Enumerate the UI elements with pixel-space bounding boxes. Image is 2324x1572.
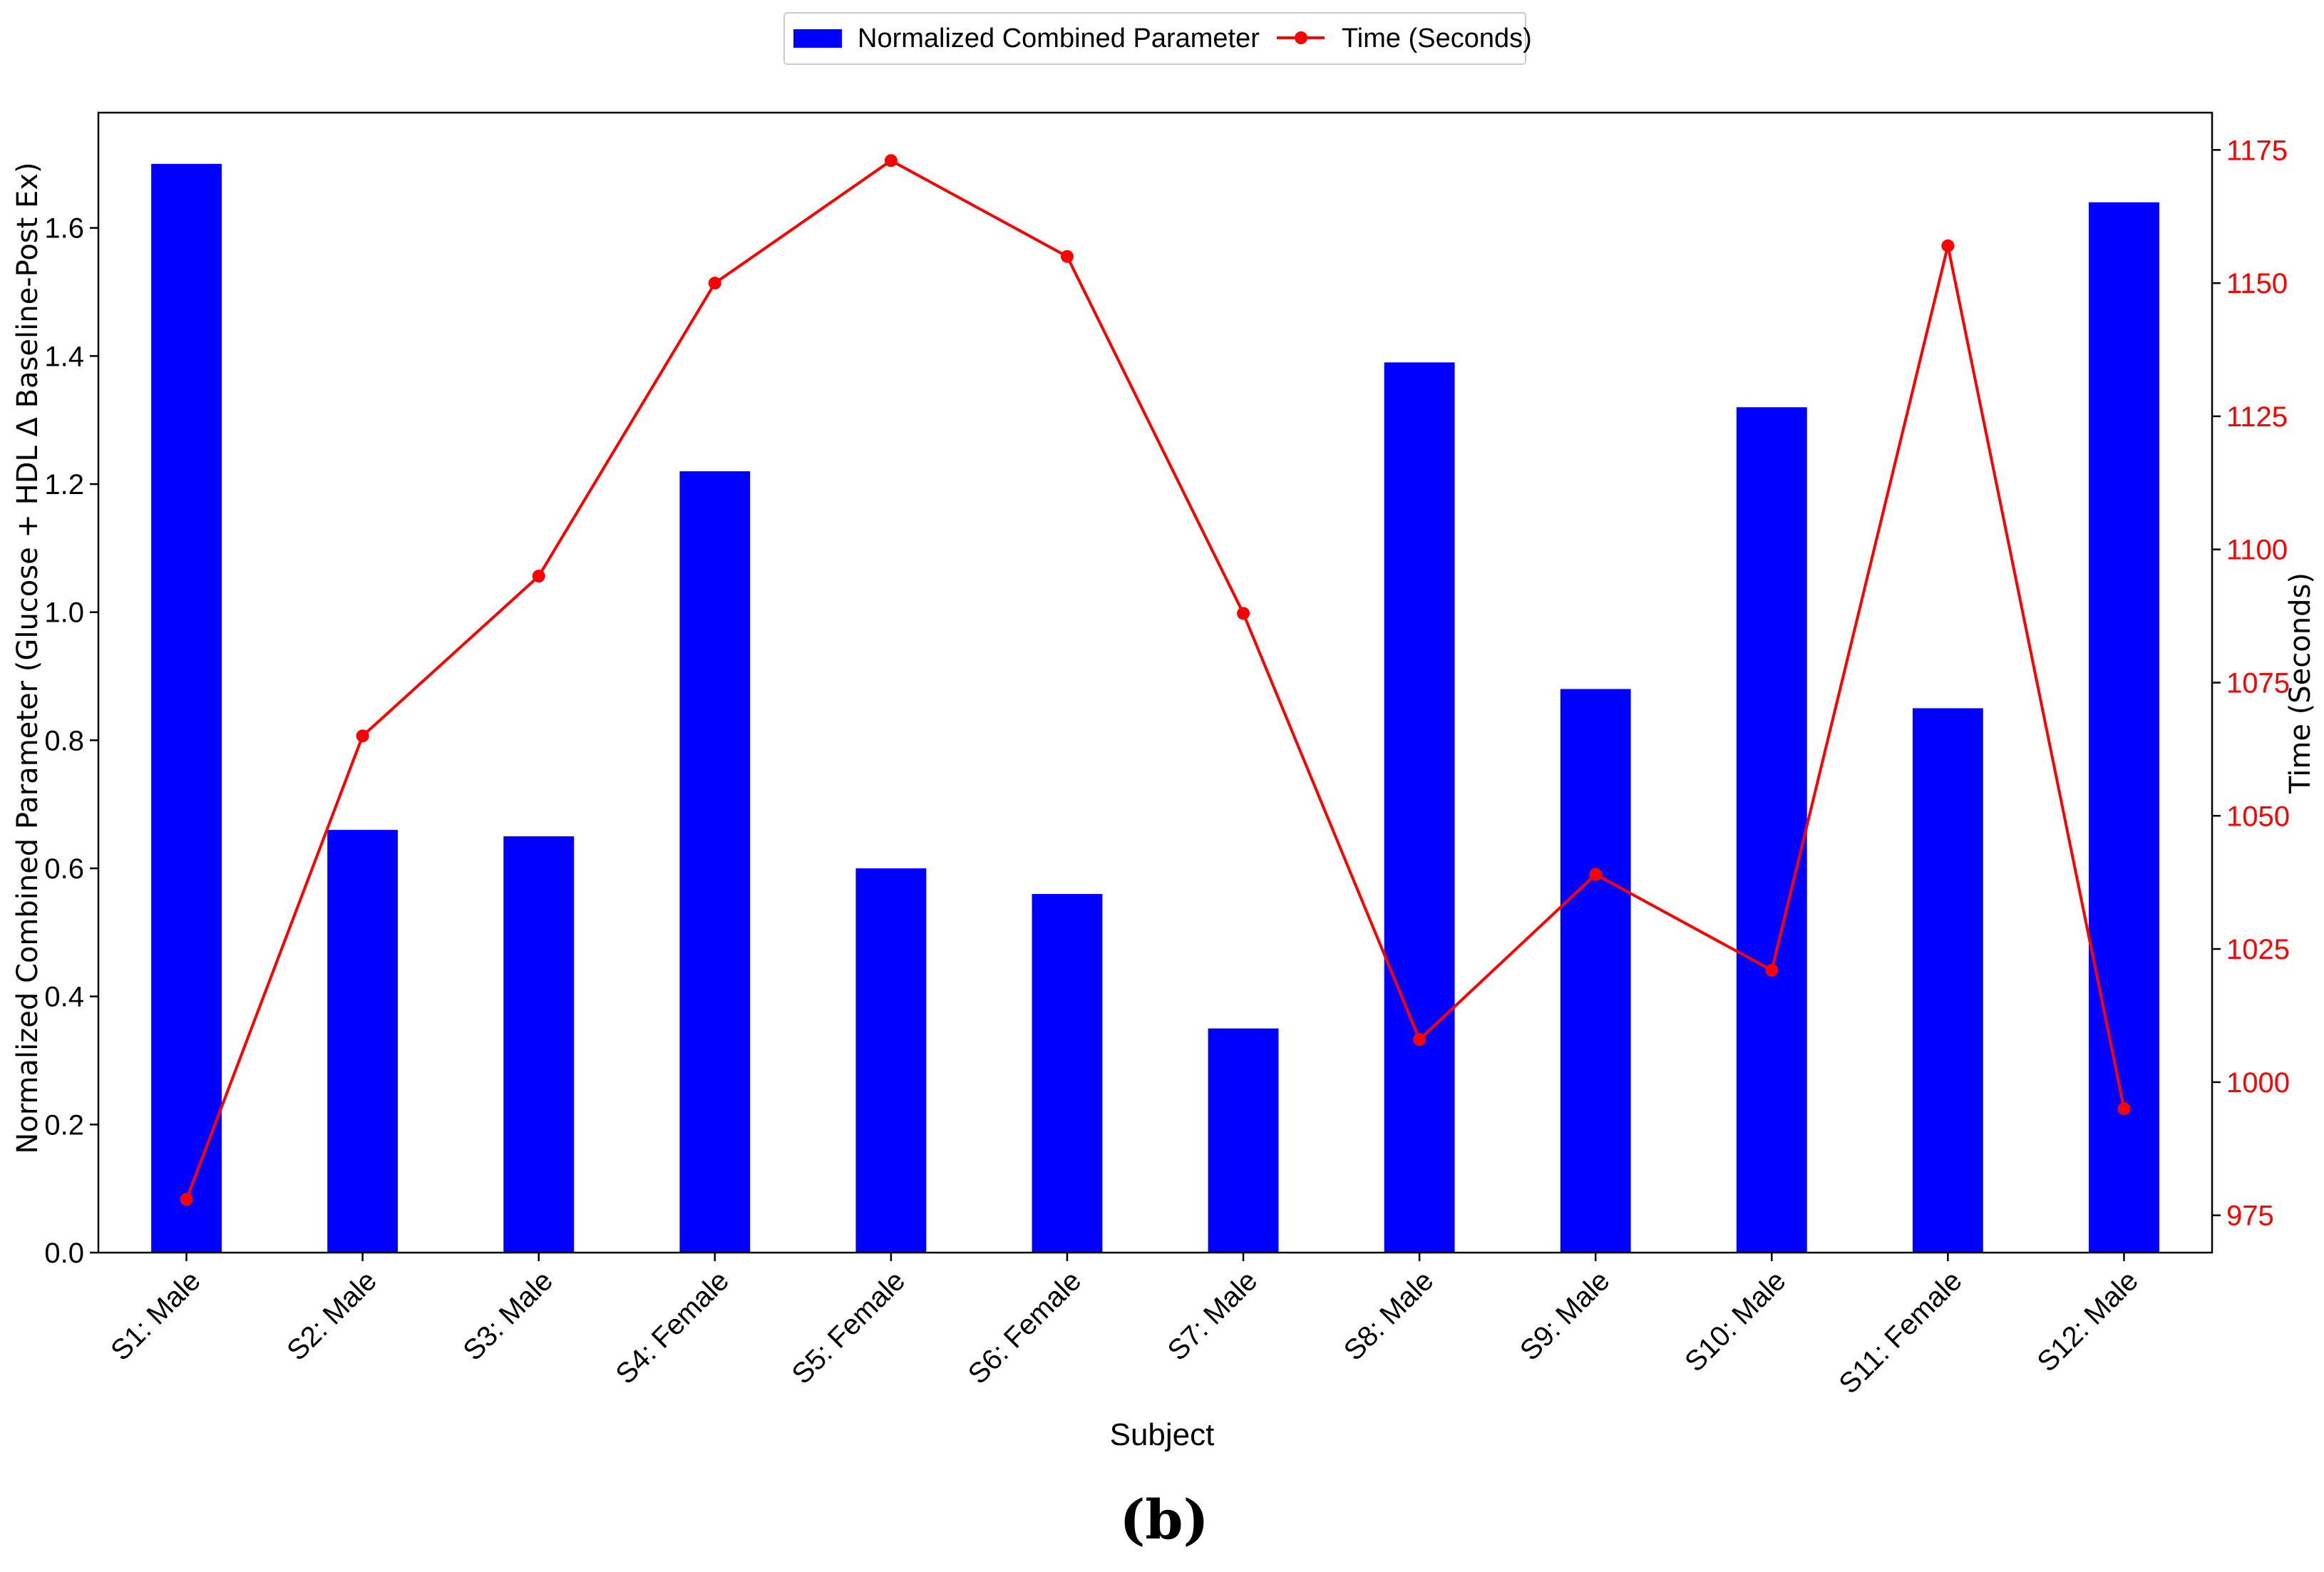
time-line (185, 158, 2126, 1200)
right-y-axis-title: Time (Seconds) (2284, 572, 2317, 794)
left-y-axis-ticks: 0.0 0.2 0.4 0.6 0.8 1.0 1.2 1.4 1.6 (44, 213, 98, 1269)
y2-tick-label: 1000 (2226, 1067, 2290, 1099)
x-tick-label: S2: Male (281, 1265, 383, 1367)
bar (1736, 407, 1807, 1253)
y2-tick-label: 1025 (2226, 934, 2290, 965)
x-tick-label: S7: Male (1162, 1265, 1264, 1367)
y-tick-label: 1.6 (44, 213, 84, 245)
legend: Normalized Combined Parameter Time (Seco… (783, 12, 1532, 65)
bar (1384, 362, 1455, 1253)
line-point (1060, 250, 1074, 263)
y-tick-label: 0.8 (44, 725, 84, 756)
y2-tick-label: 1125 (2226, 401, 2288, 433)
y-tick-label: 1.0 (44, 597, 84, 629)
line-point (1413, 1033, 1426, 1047)
x-tick-label: S3: Male (457, 1265, 559, 1367)
x-tick-label: S1: Male (105, 1265, 207, 1367)
bar (679, 471, 751, 1253)
legend-label-bars: Normalized Combined Parameter (858, 24, 1260, 53)
line-point (532, 570, 545, 583)
y-tick-label: 1.4 (44, 341, 84, 372)
line-point (1237, 607, 1250, 620)
y-tick-label: 0.2 (44, 1109, 84, 1141)
bar (1560, 689, 1631, 1253)
bar (151, 163, 222, 1253)
y-tick-label: 0.0 (44, 1238, 84, 1269)
y2-tick-label: 1100 (2226, 535, 2288, 566)
y2-tick-label: 975 (2226, 1201, 2274, 1232)
bar (503, 836, 575, 1253)
line-point (2117, 1102, 2131, 1116)
line-point (708, 277, 721, 290)
x-tick-label: S9: Male (1514, 1265, 1616, 1367)
bar-series (151, 163, 2159, 1253)
line-point (1589, 868, 1603, 881)
x-tick-label: S12: Male (2031, 1265, 2144, 1377)
x-tick-label: S4: Female (610, 1265, 735, 1390)
line-point (180, 1193, 193, 1206)
y-tick-label: 0.4 (44, 982, 84, 1013)
bar (327, 830, 399, 1253)
x-tick-label: S5: Female (786, 1265, 912, 1390)
x-tick-label: S10: Male (1679, 1265, 1791, 1377)
axes (97, 111, 2214, 1254)
line-series (180, 154, 2131, 1206)
right-y-axis-ticks: 975 1000 1025 1050 1075 1100 1125 1150 1175 (2212, 135, 2290, 1232)
bar (1032, 893, 1103, 1253)
y2-tick-label: 1150 (2226, 268, 2288, 299)
legend-swatch-bars (793, 29, 842, 48)
y2-tick-label: 1175 (2226, 135, 2288, 166)
legend-label-line: Time (Seconds) (1342, 24, 1532, 53)
bar (855, 868, 927, 1253)
y2-tick-label: 1050 (2226, 801, 2290, 832)
legend-frame (783, 12, 1526, 65)
bar (1208, 1028, 1279, 1253)
y-tick-label: 0.6 (44, 853, 84, 885)
x-tick-label: S6: Female (962, 1265, 1088, 1390)
line-point (1941, 239, 1955, 252)
x-tick-label: S8: Male (1338, 1265, 1440, 1367)
line-point (884, 154, 898, 168)
x-axis-ticks: S1: Male S2: Male S3: Male S4: Female S5: Fe… (105, 1253, 2144, 1400)
left-y-axis-title: Normalized Combined Parameter (Glucose +… (11, 162, 44, 1154)
legend-swatch-marker (1295, 31, 1307, 44)
y2-tick-label: 1075 (2226, 668, 2290, 699)
figure-caption: (b) (1119, 1488, 1208, 1551)
bar (1912, 708, 1983, 1253)
plot-frame (97, 111, 2214, 1254)
y-tick-label: 1.2 (44, 469, 84, 500)
x-tick-label: S11: Female (1833, 1265, 1968, 1399)
bar (2089, 202, 2159, 1253)
line-point (1765, 963, 1779, 977)
x-axis-title: Subject (1110, 1417, 1215, 1452)
line-point (356, 729, 369, 743)
